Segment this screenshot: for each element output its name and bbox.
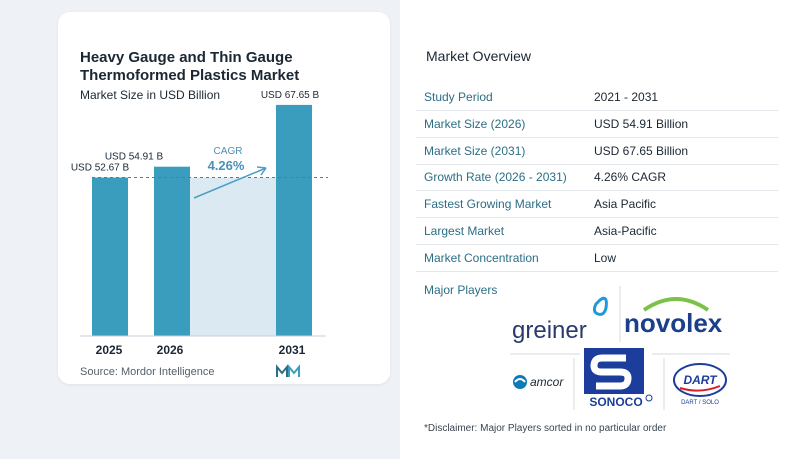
- amcor-wordmark: amcor: [530, 375, 564, 389]
- mordor-logo-icon: [276, 364, 300, 377]
- disclaimer: *Disclaimer: Major Players sorted in no …: [424, 423, 667, 434]
- tick-label-2031: 2031: [279, 343, 306, 357]
- overview-value: Low: [594, 251, 617, 265]
- cagr-value: 4.26%: [208, 158, 245, 173]
- overview-key: Fastest Growing Market: [424, 197, 552, 211]
- tick-label-2025: 2025: [96, 343, 123, 357]
- greiner-logo: greiner: [512, 296, 608, 344]
- overview-key: Study Period: [424, 90, 493, 104]
- market-overview-panel: Market Overview Study Period 2021 - 2031…: [400, 0, 800, 459]
- cagr-label: CAGR: [214, 146, 243, 157]
- major-players-label: Major Players: [424, 283, 498, 297]
- overview-title: Market Overview: [426, 48, 532, 64]
- chart-subtitle: Market Size in USD Billion: [80, 88, 221, 102]
- sonoco-wordmark: SONOCO: [589, 395, 642, 409]
- overview-row: Growth Rate (2026 - 2031) 4.26% CAGR: [416, 165, 778, 191]
- overview-key: Market Concentration: [424, 251, 539, 265]
- amcor-icon: [513, 375, 527, 389]
- bar-2031: [276, 104, 312, 337]
- bar-2025: [92, 177, 128, 336]
- overview-value: USD 54.91 Billion: [594, 117, 689, 131]
- overview-key: Market Size (2031): [424, 144, 526, 158]
- overview-row: Study Period 2021 - 2031: [416, 85, 778, 111]
- overview-row: Fastest Growing Market Asia Pacific: [416, 192, 778, 218]
- overview-key: Market Size (2026): [424, 117, 526, 131]
- data-label-2031: USD 67.65 B: [261, 90, 320, 101]
- source-text: Source: Mordor Intelligence: [80, 366, 215, 378]
- overview-key: Growth Rate (2026 - 2031): [424, 170, 567, 184]
- dart-logo: DART DART / SOLO: [673, 363, 727, 406]
- greiner-wordmark: greiner: [512, 317, 587, 344]
- overview-row: Market Size (2026) USD 54.91 Billion: [416, 112, 778, 138]
- novolex-logo: novolex: [624, 297, 723, 338]
- data-label-2026: USD 54.91 B: [105, 152, 164, 163]
- dart-sub-wordmark: DART / SOLO: [681, 400, 719, 406]
- sonoco-logo: SONOCO: [580, 348, 653, 409]
- dart-wordmark: DART: [683, 373, 718, 387]
- chart-title: Heavy Gauge and Thin Gauge Thermoformed …: [80, 49, 300, 84]
- novolex-wordmark: novolex: [624, 308, 723, 338]
- overview-value: USD 67.65 Billion: [594, 144, 689, 158]
- overview-value: 4.26% CAGR: [594, 170, 667, 184]
- overview-row: Market Concentration Low: [416, 246, 778, 272]
- data-label-2025: USD 52.67 B: [71, 163, 130, 174]
- overview-row: Largest Market Asia-Pacific: [416, 219, 778, 245]
- amcor-logo: amcor: [513, 375, 564, 389]
- tick-label-2026: 2026: [157, 343, 184, 357]
- overview-key: Largest Market: [424, 224, 505, 238]
- chart-card: USD 52.67 B USD 54.91 B USD 67.65 B 2025 202…: [58, 12, 390, 384]
- cagr-band: [190, 177, 276, 336]
- overview-value: Asia-Pacific: [594, 224, 657, 238]
- cagr-arrow: [193, 166, 267, 199]
- bar-2026: [154, 166, 190, 336]
- major-players-logos: greiner novolex amcor SONOCO DART DART /…: [510, 286, 730, 410]
- overview-value: Asia Pacific: [594, 197, 657, 211]
- overview-row: Market Size (2031) USD 67.65 Billion: [416, 139, 778, 165]
- overview-value: 2021 - 2031: [594, 90, 659, 104]
